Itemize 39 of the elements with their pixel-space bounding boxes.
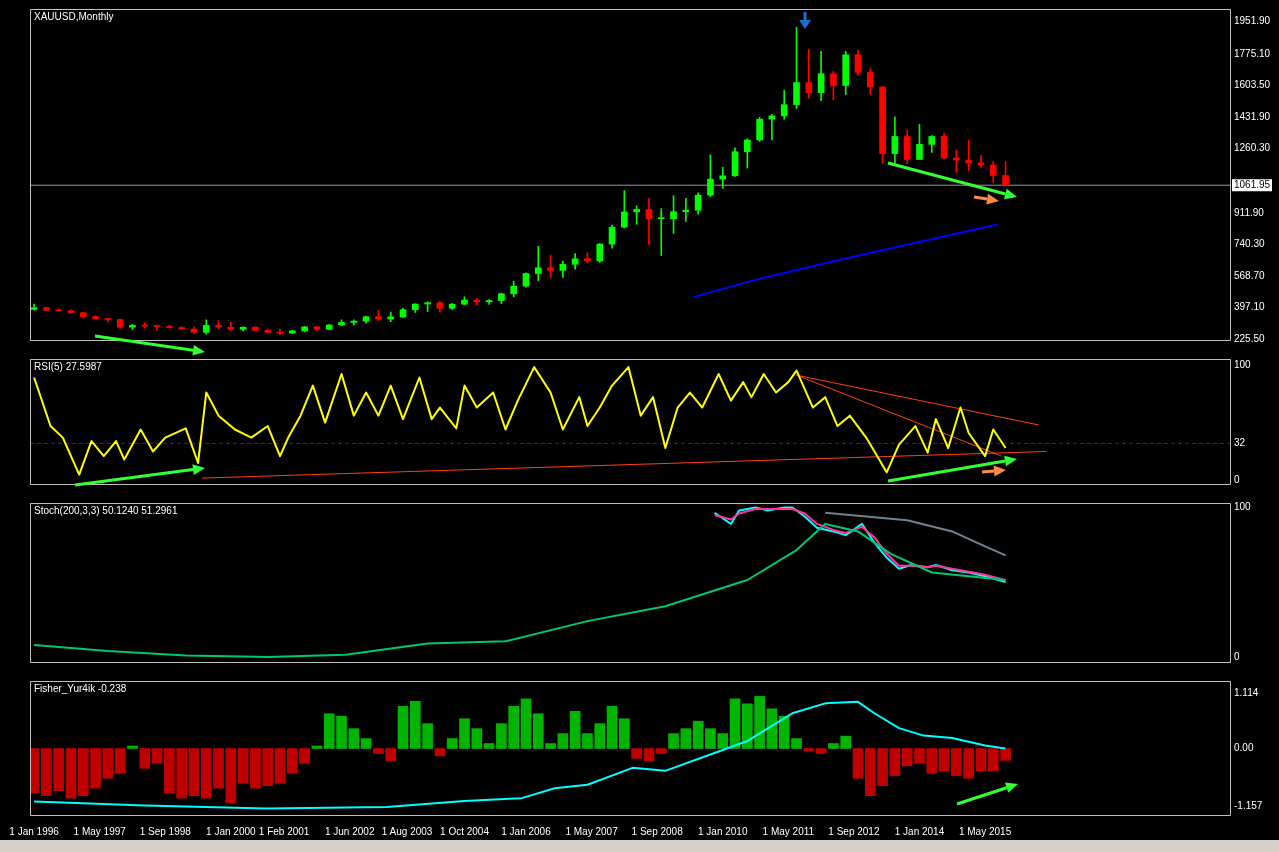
chart-title: Fisher_Yur4ik -0.238 — [34, 682, 127, 694]
y-tick-label: 100 — [1234, 501, 1252, 513]
y-tick-label: 1603.50 — [1234, 79, 1271, 91]
y-tick-label: 0 — [1234, 650, 1240, 662]
y-tick-label: 225.50 — [1234, 332, 1266, 344]
chart-title: XAUUSD,Monthly — [34, 10, 114, 22]
x-tick-label: 1 Feb 2001 — [258, 825, 310, 837]
x-tick-label: 1 Aug 2003 — [381, 825, 433, 837]
x-tick-label: 1 Sep 1998 — [139, 825, 192, 837]
x-tick-label: 1 Sep 2012 — [828, 825, 880, 837]
y-tick-label: 1260.30 — [1234, 142, 1271, 154]
y-tick-label: -1.157 — [1234, 799, 1263, 811]
y-tick-label: 1775.10 — [1234, 47, 1271, 59]
y-tick-label: 32 — [1234, 437, 1246, 449]
x-tick-label: 1 Oct 2004 — [440, 825, 490, 837]
ref-line-label: 1061.95 — [1234, 178, 1271, 190]
x-tick-label: 1 Jan 2010 — [697, 825, 748, 837]
x-tick-label: 1 Sep 2008 — [631, 825, 684, 837]
x-tick-label: 1 May 2015 — [958, 825, 1012, 837]
y-tick-label: 100 — [1234, 358, 1252, 370]
chart-title: RSI(5) 27.5987 — [34, 360, 103, 372]
y-tick-label: 1.114 — [1234, 686, 1259, 698]
x-tick-label: 1 Jan 1996 — [9, 825, 60, 837]
x-tick-label: 1 Jan 2000 — [206, 825, 257, 837]
x-tick-label: 1 Jan 2006 — [501, 825, 552, 837]
y-tick-label: 0.00 — [1234, 742, 1254, 754]
y-tick-label: 568.70 — [1234, 269, 1266, 281]
x-tick-label: 1 May 1997 — [73, 825, 127, 837]
y-tick-label: 911.90 — [1234, 206, 1265, 218]
y-tick-label: 0 — [1234, 474, 1240, 486]
y-tick-label: 1951.90 — [1234, 15, 1271, 27]
y-tick-label: 397.10 — [1234, 301, 1266, 313]
y-tick-label: 1431.90 — [1234, 110, 1271, 122]
x-tick-label: 1 May 2007 — [565, 825, 619, 837]
x-tick-label: 1 Jun 2002 — [324, 825, 375, 837]
y-tick-label: 740.30 — [1234, 238, 1266, 250]
x-tick-label: 1 May 2011 — [762, 825, 815, 837]
x-tick-label: 1 Jan 2014 — [894, 825, 945, 837]
chart-title: Stoch(200,3,3) 50.1240 51.2961 — [34, 504, 178, 516]
